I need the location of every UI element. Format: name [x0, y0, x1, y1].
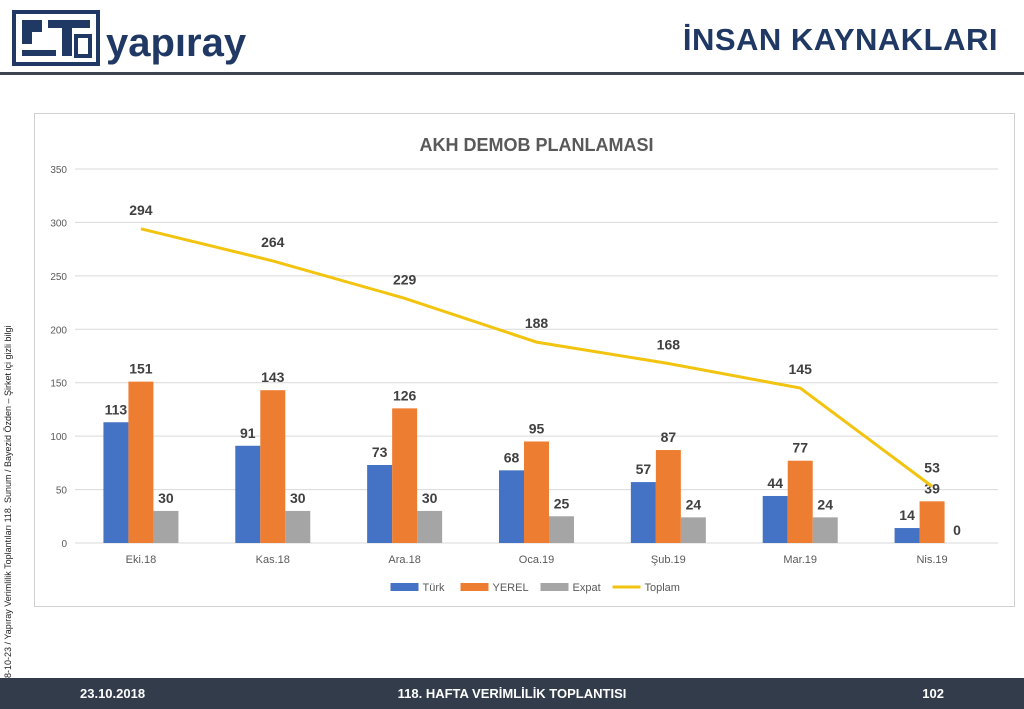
bar-türk	[762, 495, 788, 543]
page-number: 102	[922, 686, 944, 701]
line-data-label: 188	[525, 315, 549, 331]
y-tick-label: 0	[61, 539, 67, 550]
footer-bar: 23.10.2018 118. HAFTA VERİMLİLİK TOPLANT…	[0, 678, 1024, 709]
bar-türk	[499, 470, 524, 543]
x-tick-label: Ara.18	[388, 554, 420, 566]
bar-yerel	[128, 381, 154, 543]
line-data-label: 53	[924, 459, 940, 475]
bar-yerel	[392, 408, 418, 543]
bar-yerel	[655, 450, 681, 543]
bar-data-label: 151	[129, 361, 153, 377]
bar-expat	[153, 510, 179, 543]
line-data-label: 168	[657, 336, 681, 352]
bar-data-label: 57	[636, 461, 652, 477]
bar-data-label: 126	[393, 387, 417, 403]
chart-title: AKH DEMOB PLANLAMASI	[420, 135, 654, 155]
legend-label: YEREL	[493, 582, 529, 594]
header-divider	[0, 72, 1024, 75]
page-title: İNSAN KAYNAKLARI	[682, 22, 998, 57]
bar-yerel	[524, 441, 549, 543]
y-tick-label: 200	[50, 325, 67, 336]
x-tick-label: Eki.18	[126, 554, 157, 566]
bar-data-label: 91	[240, 425, 256, 441]
bar-expat	[680, 517, 706, 543]
bar-expat	[812, 517, 838, 543]
bar-data-label: 77	[792, 440, 808, 456]
brand-name: yapıray	[106, 21, 247, 65]
line-data-label: 264	[261, 234, 285, 250]
chart-frame: AKH DEMOB PLANLAMASI 0 50 100 150 200 250 300 35…	[34, 113, 1015, 607]
y-tick-label: 50	[56, 486, 68, 497]
bar-data-label: 44	[767, 475, 783, 491]
yapiray-logo: yapıray	[12, 10, 247, 66]
line-data-label: 294	[129, 202, 153, 218]
y-tick-label: 300	[50, 218, 67, 229]
bar-expat	[285, 510, 311, 543]
line-data-label: 145	[789, 361, 813, 377]
bar-data-label: 68	[504, 449, 520, 465]
x-tick-label: Şub.19	[651, 554, 686, 566]
legend-label: Toplam	[645, 582, 680, 594]
bar-türk	[367, 464, 393, 543]
y-tick-label: 100	[50, 432, 67, 443]
y-tick-label: 350	[50, 165, 67, 176]
x-tick-label: Mar.19	[783, 554, 817, 566]
demob-chart: AKH DEMOB PLANLAMASI05010015020025030035…	[50, 135, 998, 594]
bar-data-label: 24	[686, 496, 702, 512]
bar-yerel	[787, 460, 813, 543]
bar-data-label: 24	[817, 496, 833, 512]
x-tick-label: Oca.19	[519, 554, 554, 566]
bar-data-label: 113	[105, 401, 128, 417]
legend-swatch	[540, 583, 569, 591]
line-data-label: 229	[393, 271, 417, 287]
bar-türk	[630, 482, 656, 543]
footer-date: 23.10.2018	[80, 686, 146, 701]
bar-data-label: 14	[899, 507, 915, 523]
legend-swatch	[390, 583, 419, 591]
x-tick-label: Nis.19	[916, 554, 947, 566]
bar-data-label: 30	[158, 490, 174, 506]
y-tick-label: 250	[50, 272, 67, 283]
x-tick-label: Kas.18	[256, 554, 290, 566]
bar-expat	[549, 516, 574, 543]
bar-data-label: 87	[661, 429, 677, 445]
bar-türk	[894, 528, 920, 543]
side-note: 2018-10-23 / Yapıray Verimlilik Toplantı…	[3, 325, 13, 693]
bar-data-label: 25	[554, 495, 570, 511]
bar-türk	[103, 422, 129, 543]
bar-data-label: 143	[261, 369, 285, 385]
legend-swatch	[460, 583, 489, 591]
bar-data-label: 73	[372, 444, 388, 460]
legend-label: Expat	[573, 582, 601, 594]
legend-label: Türk	[423, 582, 446, 594]
toplam-line	[140, 227, 933, 488]
bar-data-label: 30	[422, 490, 438, 506]
bar-yerel	[260, 390, 286, 543]
bar-data-label: 95	[529, 420, 545, 436]
bar-data-label: 30	[290, 490, 306, 506]
bar-expat	[417, 510, 443, 543]
y-tick-label: 150	[50, 379, 67, 390]
footer-meeting-title: 118. HAFTA VERİMLİLİK TOPLANTISI	[397, 686, 627, 701]
bar-yerel	[919, 501, 945, 543]
bar-data-label: 0	[953, 522, 961, 538]
bar-türk	[235, 445, 261, 543]
